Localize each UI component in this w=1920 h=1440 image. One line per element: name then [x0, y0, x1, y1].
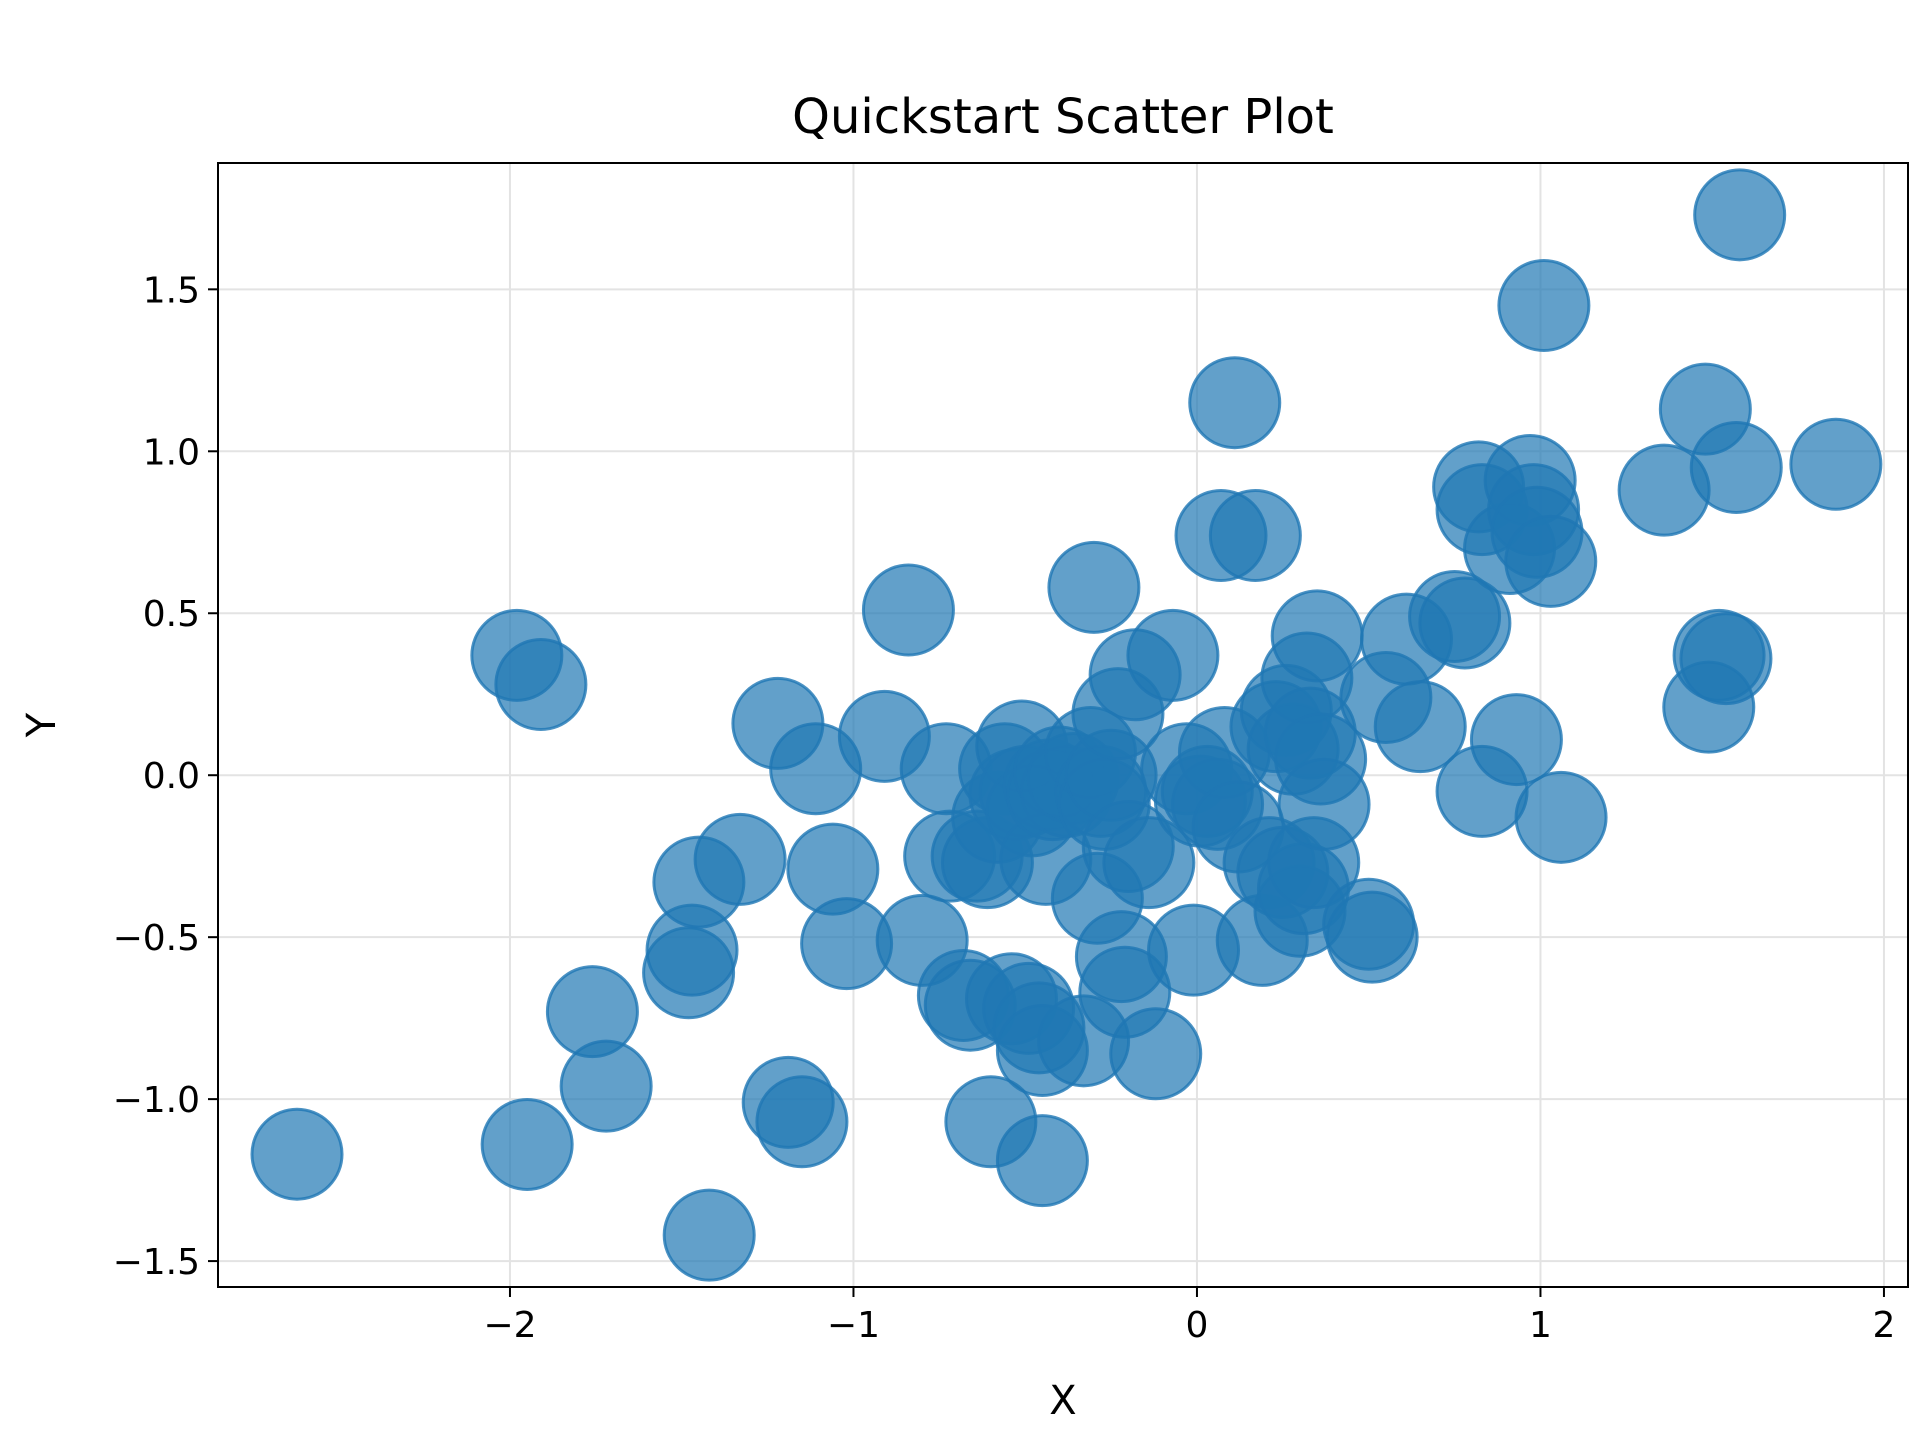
scatter-point [1047, 540, 1141, 634]
scatter-point [1102, 816, 1196, 910]
scatter-point [1208, 489, 1302, 583]
scatter-point [1109, 1007, 1203, 1101]
scatter-point [1469, 693, 1563, 787]
scatter-point [662, 1188, 756, 1282]
x-tick-label: −2 [483, 1305, 536, 1346]
y-tick-label: −0.5 [113, 918, 200, 959]
scatter-point [1504, 514, 1598, 608]
scatter-point [1497, 259, 1591, 353]
scatter-point [755, 1075, 849, 1169]
x-tick-label: 2 [1873, 1305, 1896, 1346]
y-tick-label: −1.5 [113, 1242, 200, 1283]
scatter-point [1325, 890, 1419, 984]
x-tick-label: −1 [827, 1305, 880, 1346]
chart-title: Quickstart Scatter Plot [792, 89, 1334, 145]
scatter-point [1418, 576, 1512, 670]
scatter-point [1270, 589, 1364, 683]
y-tick-label: 0.0 [143, 756, 200, 797]
scatter-point [861, 563, 955, 657]
scatter-point [1126, 608, 1220, 702]
y-tick-label: −1.0 [113, 1080, 200, 1121]
x-tick-label: 0 [1186, 1305, 1209, 1346]
y-tick-label: 1.0 [143, 432, 200, 473]
scatter-point [494, 638, 588, 732]
scatter-point [1277, 757, 1371, 851]
scatter-point [1514, 770, 1608, 864]
points-layer [250, 168, 1883, 1282]
scatter-point [1373, 680, 1467, 774]
scatter-point [1789, 417, 1883, 511]
scatter-point [693, 812, 787, 906]
scatter-point [1679, 612, 1773, 706]
scatter-point [1693, 168, 1787, 262]
scatter-point [1188, 356, 1282, 450]
x-tick-label: 1 [1529, 1305, 1552, 1346]
y-axis-label: Y [19, 712, 65, 738]
x-axis-label: X [1049, 1378, 1076, 1424]
plot-frame [217, 162, 1909, 1288]
scatter-point [1689, 420, 1783, 514]
y-tick-label: 1.5 [143, 270, 200, 311]
scatter-point [250, 1107, 344, 1201]
ticks-layer: −2 −1 0 1 2 −1.5 −1.0 −0.5 0.0 0.5 1.0 1.5 [113, 270, 1896, 1346]
scatter-point [559, 1039, 653, 1133]
scatter-point [480, 1097, 574, 1191]
scatter-point [995, 1114, 1089, 1208]
y-tick-label: 0.5 [143, 594, 200, 635]
